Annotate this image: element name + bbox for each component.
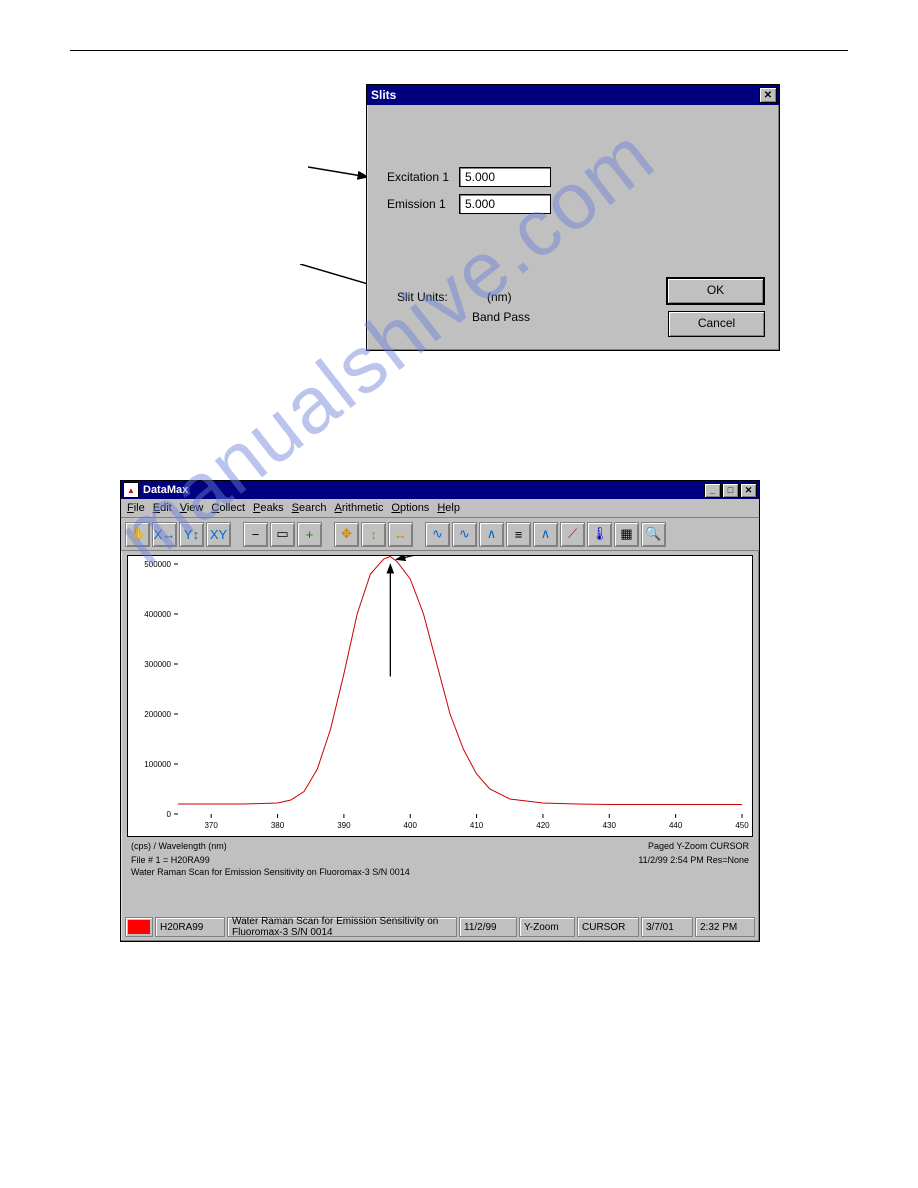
info-right-2: 11/2/99 2:54 PM Res=None [638,855,749,865]
toolbar-button-10[interactable]: ∿ [425,522,450,547]
toolbar-button-0[interactable]: ✋ [125,522,150,547]
menu-view[interactable]: View [180,502,204,514]
toolbar-button-12[interactable]: ∧ [479,522,504,547]
status-desc: Water Raman Scan for Emission Sensitivit… [227,917,457,937]
toolbar-button-15[interactable]: ⟋ [560,522,585,547]
menu-arithmetic[interactable]: Arithmetic [334,502,383,514]
slits-body: Excitation 1 5.000 Emission 1 5.000 Slit… [367,105,779,349]
toolbar-button-2[interactable]: Y↕ [179,522,204,547]
toolbar-button-14[interactable]: ∧ [533,522,558,547]
svg-text:430: 430 [603,821,617,830]
toolbar-button-17[interactable]: ▦ [614,522,639,547]
menu-search[interactable]: Search [292,502,327,514]
status-bar: H20RA99 Water Raman Scan for Emission Se… [125,917,755,937]
plot-area: 0 100000 200000 300000 400000 500000 370 380 390… [127,555,753,837]
close-icon[interactable]: ✕ [759,87,777,103]
svg-text:400000: 400000 [144,610,171,619]
toolbar-button-16[interactable]: 🌡 [587,522,612,547]
toolbar-button-9[interactable]: ↔ [388,522,413,547]
slit-units-sub: Band Pass [472,310,530,324]
toolbar-button-7[interactable]: ✥ [334,522,359,547]
menu-edit[interactable]: Edit [153,502,172,514]
menu-options[interactable]: Options [391,502,429,514]
datamax-window: ▲ DataMax _ □ ✕ File Edit View Collect P… [120,480,760,942]
svg-text:400: 400 [404,821,418,830]
svg-text:440: 440 [669,821,683,830]
maximize-icon[interactable]: □ [722,483,739,498]
slits-titlebar: Slits ✕ [367,85,779,105]
menu-peaks[interactable]: Peaks [253,502,284,514]
emission1-input[interactable]: 5.000 [459,194,551,214]
cancel-button[interactable]: Cancel [668,311,765,337]
menu-collect[interactable]: Collect [211,502,245,514]
svg-text:100000: 100000 [144,760,171,769]
close-icon[interactable]: ✕ [740,483,757,498]
svg-text:500000: 500000 [144,560,171,569]
status-time: 2:32 PM [695,917,755,937]
slits-dialog: Slits ✕ Excitation 1 5.000 Emission 1 5.… [366,84,780,351]
status-mode1: Y-Zoom [519,917,575,937]
toolbar-button-5[interactable]: ▭ [270,522,295,547]
toolbar-button-18[interactable]: 🔍 [641,522,666,547]
svg-text:410: 410 [470,821,484,830]
svg-text:380: 380 [271,821,285,830]
toolbar-button-3[interactable]: XY [206,522,231,547]
info-row-1: (cps) / Wavelength (nm) Paged Y-Zoom CUR… [131,841,749,851]
svg-text:0: 0 [167,810,172,819]
toolbar-button-8[interactable]: ↕ [361,522,386,547]
svg-text:420: 420 [536,821,550,830]
toolbar-button-4[interactable]: − [243,522,268,547]
svg-text:300000: 300000 [144,660,171,669]
svg-text:200000: 200000 [144,710,171,719]
status-color-swatch [125,917,153,937]
svg-text:390: 390 [337,821,351,830]
axis-units-label: (cps) / Wavelength (nm) [131,841,227,851]
status-date: 11/2/99 [459,917,517,937]
excitation1-label: Excitation 1 [387,170,449,184]
status-date2: 3/7/01 [641,917,693,937]
ok-label: OK [707,283,724,297]
minimize-icon[interactable]: _ [704,483,721,498]
slits-title: Slits [371,88,396,102]
ok-button[interactable]: OK [666,277,765,305]
emission1-label: Emission 1 [387,197,446,211]
menu-help[interactable]: Help [437,502,460,514]
status-file: H20RA99 [155,917,225,937]
menu-bar: File Edit View Collect Peaks Search Arit… [121,499,759,518]
app-icon: ▲ [123,482,139,498]
file-line: File # 1 = H20RA99 [131,855,210,865]
slit-units-value: (nm) [487,290,512,304]
window-buttons: _ □ ✕ [704,483,757,498]
slit-units-label: Slit Units: [397,290,448,304]
document-page: manualshive.com Slits ✕ Excitation 1 5.0… [0,0,918,51]
datamax-titlebar: ▲ DataMax _ □ ✕ [121,481,759,499]
menu-file[interactable]: File [127,502,145,514]
top-rule [70,50,848,51]
toolbar-button-11[interactable]: ∿ [452,522,477,547]
status-mode2: CURSOR [577,917,639,937]
caption-line: Water Raman Scan for Emission Sensitivit… [131,867,749,877]
info-row-2: File # 1 = H20RA99 11/2/99 2:54 PM Res=N… [131,855,749,865]
toolbar-button-1[interactable]: X↔ [152,522,177,547]
svg-text:370: 370 [204,821,218,830]
toolbar-button-6[interactable]: + [297,522,322,547]
toolbar: ✋X↔Y↕XY−▭+✥↕↔∿∿∧≡∧⟋🌡▦🔍 [121,518,759,551]
datamax-title: DataMax [143,484,188,496]
svg-text:450: 450 [735,821,749,830]
plot-svg: 0 100000 200000 300000 400000 500000 370 380 390… [128,556,752,836]
toolbar-button-13[interactable]: ≡ [506,522,531,547]
info-right-1: Paged Y-Zoom CURSOR [648,841,749,851]
cancel-label: Cancel [698,316,735,330]
excitation1-input[interactable]: 5.000 [459,167,551,187]
